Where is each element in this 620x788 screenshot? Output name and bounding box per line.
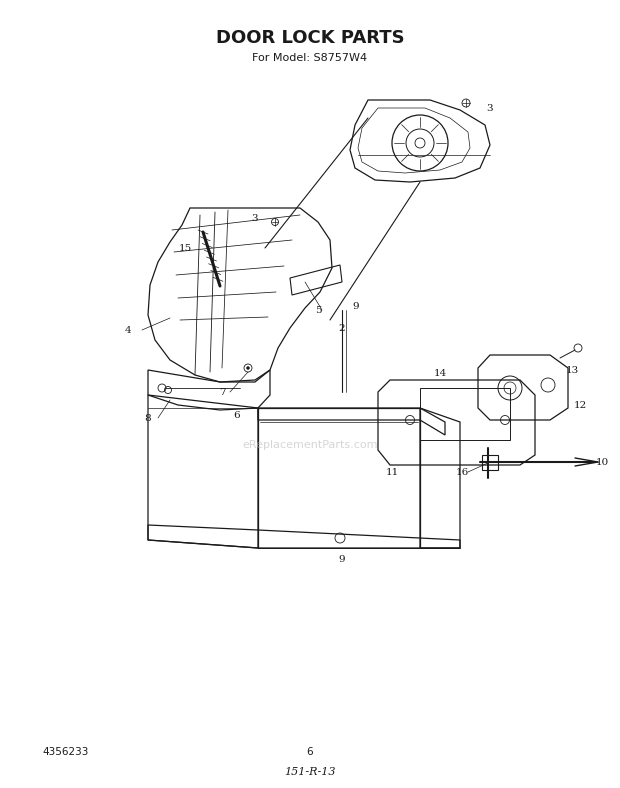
Text: For Model: S8757W4: For Model: S8757W4 bbox=[252, 53, 368, 63]
Text: 14: 14 bbox=[433, 369, 446, 377]
Text: 7: 7 bbox=[219, 388, 225, 396]
Text: 4356233: 4356233 bbox=[42, 747, 89, 757]
Text: 2: 2 bbox=[339, 324, 345, 333]
Text: 9: 9 bbox=[339, 556, 345, 564]
Text: 9: 9 bbox=[353, 302, 360, 310]
Text: 16: 16 bbox=[455, 467, 469, 477]
Text: 3: 3 bbox=[252, 214, 259, 222]
Text: 151-R-13: 151-R-13 bbox=[284, 767, 336, 777]
Text: 6: 6 bbox=[234, 411, 241, 419]
Text: 11: 11 bbox=[386, 467, 399, 477]
Circle shape bbox=[247, 366, 249, 370]
Text: 5: 5 bbox=[315, 306, 321, 314]
Text: 15: 15 bbox=[179, 243, 192, 252]
Text: 4: 4 bbox=[125, 325, 131, 334]
Text: 10: 10 bbox=[595, 458, 609, 466]
Text: 12: 12 bbox=[574, 400, 587, 410]
Text: eReplacementParts.com: eReplacementParts.com bbox=[242, 440, 378, 450]
Text: 3: 3 bbox=[487, 103, 494, 113]
Text: 6: 6 bbox=[307, 747, 313, 757]
Text: 13: 13 bbox=[565, 366, 578, 374]
Text: DOOR LOCK PARTS: DOOR LOCK PARTS bbox=[216, 29, 404, 47]
Text: 8: 8 bbox=[144, 414, 151, 422]
